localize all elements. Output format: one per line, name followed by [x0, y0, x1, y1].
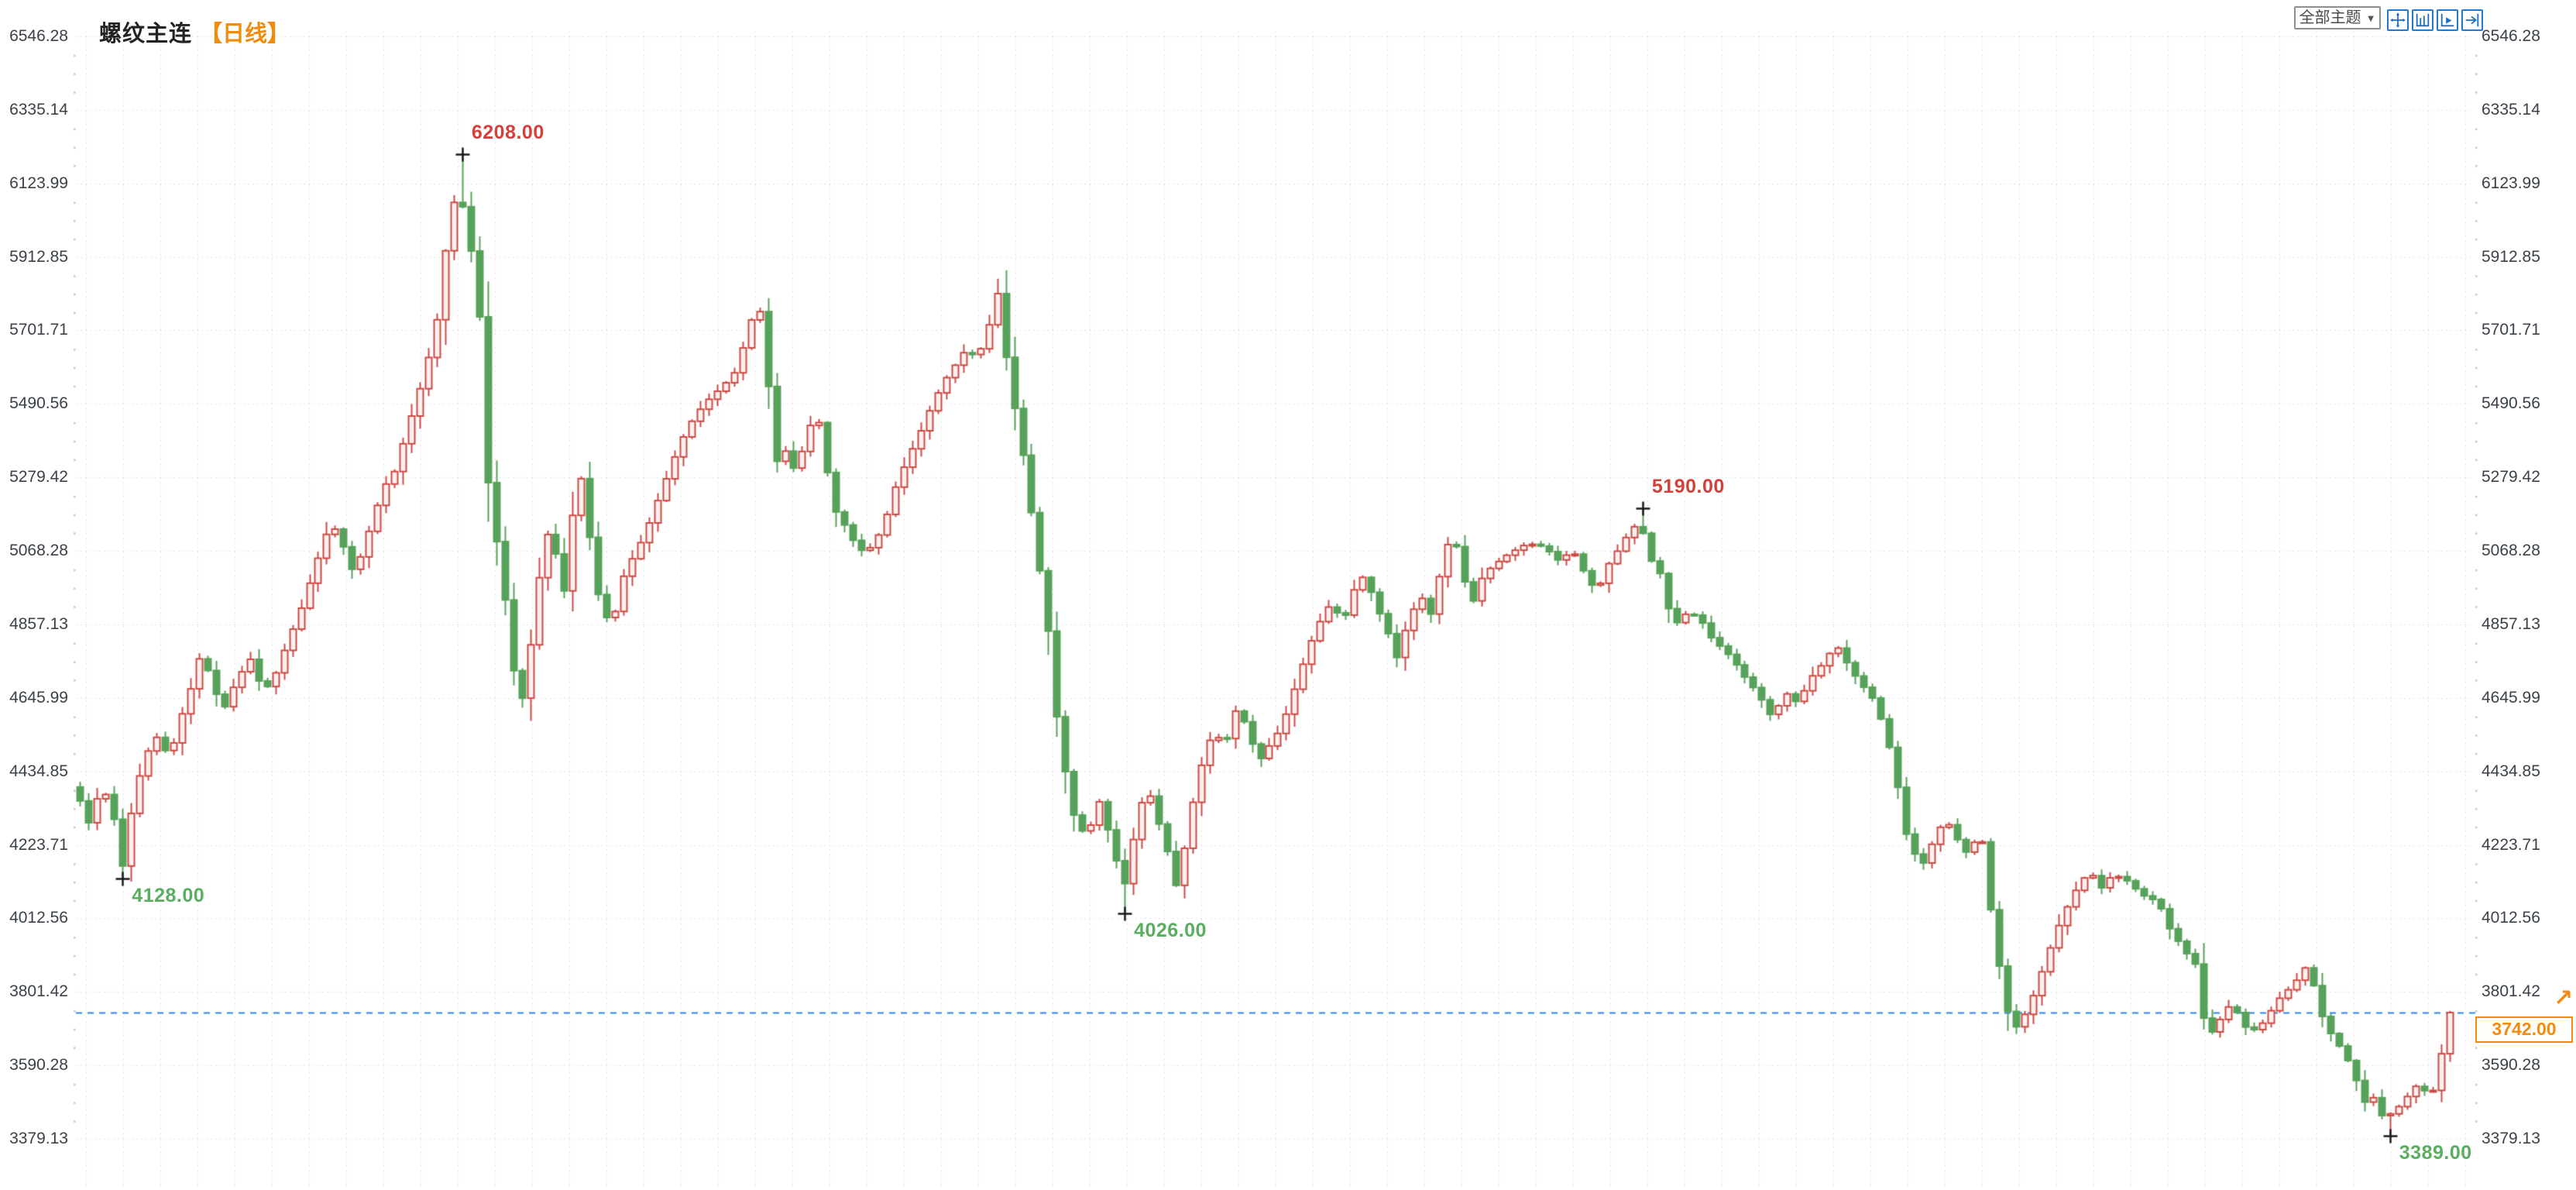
toolbar-icon-group: [2387, 9, 2483, 31]
instrument-title: 螺纹主连: [99, 22, 193, 46]
go-to-latest-icon: [2465, 13, 2479, 27]
chevron-down-icon: ▼: [2365, 12, 2376, 24]
axis-play-icon: [2440, 13, 2454, 27]
chart-toolbar: 全部主题 ▼: [2294, 6, 2483, 31]
axis-range-icon: [2416, 13, 2430, 27]
themes-dropdown[interactable]: 全部主题 ▼: [2294, 6, 2381, 29]
axis-play-button[interactable]: [2437, 9, 2458, 31]
pan-crosshair-icon: [2390, 12, 2406, 28]
period-badge: 【日线】: [200, 22, 290, 46]
current-price-tag: 3742.00: [2475, 1016, 2573, 1043]
chart-header: 螺纹主连 【日线】: [99, 15, 290, 48]
pan-crosshair-button[interactable]: [2387, 9, 2409, 31]
go-to-latest-button[interactable]: [2461, 9, 2483, 31]
axis-range-button[interactable]: [2412, 9, 2433, 31]
themes-dropdown-label: 全部主题: [2299, 9, 2361, 26]
price-flag-icon: ↗: [2554, 985, 2574, 1011]
